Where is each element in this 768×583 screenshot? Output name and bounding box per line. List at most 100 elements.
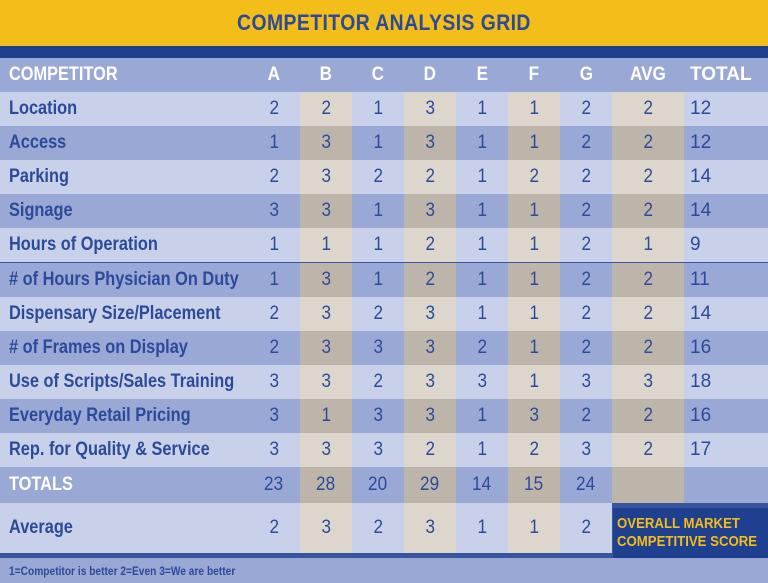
totals-cell-text: 24: [576, 474, 596, 496]
row-label-text: Everyday Retail Pricing: [9, 404, 191, 426]
column-header: D: [404, 58, 456, 92]
row-cell-text: 1: [373, 132, 383, 154]
table-row: Parking 2 3 2 2 1 2 2 2 14: [0, 160, 768, 195]
column-header-text: E: [476, 64, 488, 85]
row-cell-text: 1: [373, 98, 383, 120]
row-cell: 1: [248, 228, 300, 263]
row-cell: 3: [248, 364, 300, 399]
row-cell-text: 3: [425, 98, 435, 120]
row-cell: 1: [508, 330, 560, 365]
row-cell-text: 3: [373, 439, 383, 461]
row-cell: 1: [352, 262, 404, 297]
row-cell: 3: [352, 330, 404, 365]
average-cell-text: 2: [581, 517, 591, 539]
row-label-text: Rep. for Quality & Service: [9, 439, 210, 461]
row-label: Signage: [0, 194, 248, 229]
row-cell: 1: [352, 194, 404, 229]
row-label: Use of Scripts/Sales Training: [0, 364, 248, 399]
row-cell-text: 12: [690, 132, 712, 154]
column-header: A: [248, 58, 300, 92]
row-cell: 3: [404, 126, 456, 161]
row-cell: 1: [456, 126, 508, 161]
row-cell: 2: [300, 92, 352, 127]
row-cell-text: 1: [477, 200, 487, 222]
row-cell: 3: [300, 194, 352, 229]
row-cell: 1: [456, 228, 508, 263]
row-cell: 3: [404, 398, 456, 433]
average-label: Average: [0, 503, 248, 554]
row-label: Hours of Operation: [0, 228, 248, 263]
row-cell: 2: [612, 398, 684, 433]
totals-cell: [684, 467, 768, 504]
row-cell-text: 14: [690, 302, 712, 324]
row-cell: 2: [404, 228, 456, 263]
row-cell: 1: [456, 433, 508, 468]
row-cell-text: 2: [321, 98, 331, 120]
totals-cell: 15: [508, 467, 560, 504]
row-cell: 3: [300, 330, 352, 365]
row-cell-text: 1: [373, 234, 383, 256]
row-cell: 3: [300, 126, 352, 161]
average-cell: 2: [560, 503, 612, 554]
column-header: TOTAL: [684, 58, 768, 92]
row-cell: 1: [508, 92, 560, 127]
totals-cell-text: 20: [368, 474, 388, 496]
row-cell: 1: [248, 126, 300, 161]
row-cell: 3: [300, 364, 352, 399]
row-cell-text: 3: [529, 404, 539, 426]
row-cell-text: 1: [477, 166, 487, 188]
row-cell: 1: [508, 262, 560, 297]
row-cell-text: 3: [321, 166, 331, 188]
row-cell-text: 1: [269, 234, 279, 256]
row-cell: 1: [248, 262, 300, 297]
row-cell: 1: [508, 126, 560, 161]
row-cell-text: 2: [425, 234, 435, 256]
totals-label-text: TOTALS: [9, 474, 73, 496]
row-cell-text: 3: [269, 439, 279, 461]
row-cell: 2: [560, 194, 612, 229]
row-cell: 2: [612, 160, 684, 195]
row-cell-text: 2: [581, 234, 591, 256]
row-cell: 2: [404, 262, 456, 297]
row-label-text: Signage: [9, 200, 73, 222]
row-cell: 3: [404, 92, 456, 127]
row-cell-text: 1: [529, 336, 539, 358]
totals-cell-text: 23: [264, 474, 284, 496]
row-cell: 12: [684, 92, 768, 127]
row-cell-text: 1: [477, 439, 487, 461]
row-cell-text: 1: [477, 404, 487, 426]
row-cell-text: 12: [690, 98, 712, 120]
row-cell-text: 3: [321, 132, 331, 154]
column-header-text: G: [579, 64, 593, 85]
totals-cell: 23: [248, 467, 300, 504]
row-cell-text: 2: [643, 98, 653, 120]
row-cell: 16: [684, 330, 768, 365]
row-cell-text: 1: [321, 234, 331, 256]
title-stripe: [0, 46, 768, 58]
row-cell: 1: [456, 194, 508, 229]
totals-cell: 20: [352, 467, 404, 504]
totals-cell-text: 14: [472, 474, 492, 496]
overall-score-box: OVERALL MARKET COMPETITIVE SCORE: [613, 508, 768, 558]
row-cell: 1: [352, 92, 404, 127]
column-header: F: [508, 58, 560, 92]
column-header: C: [352, 58, 404, 92]
row-cell: 2: [612, 262, 684, 297]
row-cell: 1: [508, 296, 560, 331]
row-cell: 2: [612, 92, 684, 127]
row-cell: 3: [560, 364, 612, 399]
column-header-text: C: [371, 64, 385, 85]
column-header: B: [300, 58, 352, 92]
table-row: Dispensary Size/Placement 2 3 2 3 1 1 2 2 14: [0, 296, 768, 331]
row-cell: 3: [404, 330, 456, 365]
totals-cell: [612, 467, 684, 504]
row-cell: 3: [300, 296, 352, 331]
row-cell-text: 2: [425, 268, 435, 290]
row-cell-text: 2: [269, 336, 279, 358]
row-label: Dispensary Size/Placement: [0, 296, 248, 331]
row-cell: 9: [684, 228, 768, 263]
row-cell-text: 3: [321, 439, 331, 461]
row-cell: 3: [248, 433, 300, 468]
row-label-text: Location: [9, 98, 78, 120]
row-cell: 2: [248, 330, 300, 365]
